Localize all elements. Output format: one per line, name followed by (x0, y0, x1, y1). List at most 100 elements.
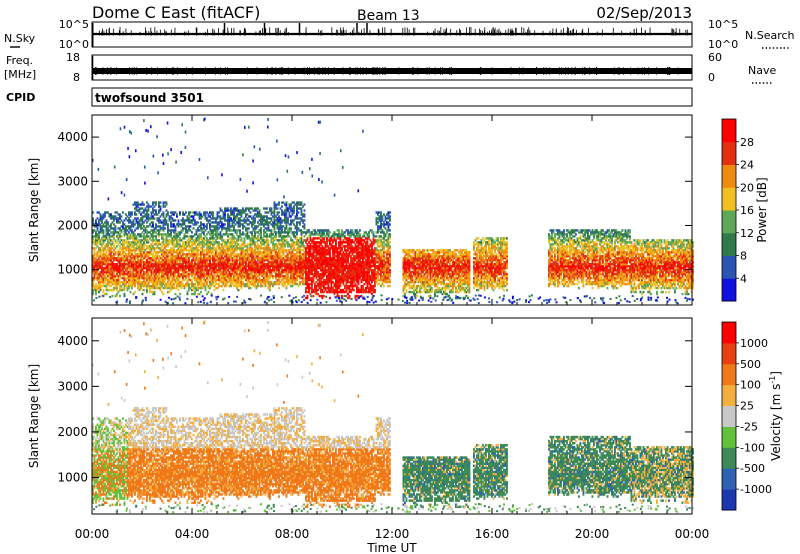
power-cell (113, 227, 115, 230)
power-cell (162, 253, 165, 256)
power-cell (162, 235, 165, 238)
power-cell (155, 247, 157, 250)
nave-label: Nave (748, 64, 776, 77)
power-cell (129, 278, 132, 282)
power-cell (132, 263, 135, 266)
power-cell (110, 276, 112, 280)
power-cell (141, 207, 144, 210)
power-cell (180, 286, 183, 290)
power-cell (93, 239, 96, 242)
power-cell (180, 265, 183, 268)
power-cell (134, 259, 136, 262)
power-cell (156, 265, 159, 268)
power-cell (110, 261, 112, 264)
power-cell (164, 259, 166, 262)
power-cell (138, 253, 141, 256)
power-cell (162, 205, 165, 208)
power-cell (165, 268, 168, 272)
power-cell (114, 263, 117, 266)
power-cell (107, 233, 109, 236)
power-cell (102, 223, 105, 226)
power-cell (152, 217, 154, 220)
power-cell (138, 209, 141, 212)
power-cell (143, 225, 145, 228)
power-cell (128, 219, 130, 222)
power-cell (173, 284, 175, 288)
power-cell (128, 278, 130, 282)
power-cell (140, 270, 142, 274)
power-cell (119, 259, 121, 262)
power-cell (143, 203, 145, 206)
power-cell (138, 288, 141, 292)
power-cell (102, 290, 105, 294)
power-cell (165, 235, 168, 238)
power-cell (102, 284, 105, 288)
power-cell (140, 257, 142, 260)
power-cell (162, 247, 165, 250)
power-cell (137, 241, 139, 244)
power-cell (152, 221, 154, 224)
power-cell (176, 235, 178, 238)
power-cell (117, 255, 120, 258)
power-cell (174, 274, 177, 278)
freq-label-line1: Freq. (6, 54, 33, 67)
power-cell (123, 251, 126, 254)
power-cell (101, 259, 103, 262)
power-cell (152, 253, 154, 256)
power-cell (135, 237, 138, 240)
power-cell (158, 272, 160, 276)
power-cell (129, 253, 132, 256)
power-cell (92, 239, 94, 242)
power-cell (125, 267, 127, 270)
power-cell (146, 274, 148, 278)
power-cell (173, 247, 175, 250)
power-cell (132, 221, 135, 224)
power-cell (179, 237, 181, 240)
power-cell (173, 223, 175, 226)
power-cell (111, 221, 114, 224)
power-cell (165, 263, 168, 266)
power-cell (143, 263, 145, 266)
power-cell (104, 225, 106, 228)
power-cell (156, 268, 159, 272)
power-cell (135, 265, 138, 268)
power-cell (126, 219, 129, 222)
power-cell (132, 247, 135, 250)
power-cell (125, 247, 127, 250)
power-cell (138, 280, 141, 284)
power-cell (170, 241, 172, 244)
power-cell (173, 243, 175, 246)
power-cell (105, 235, 108, 238)
power-cell (110, 213, 112, 216)
power-cell (131, 265, 133, 268)
power-cell (266, 207, 268, 210)
power-cell (158, 267, 160, 270)
power-cell (146, 282, 148, 286)
power-cell (123, 241, 126, 244)
power-cell (126, 272, 129, 276)
power-cell (107, 229, 109, 232)
power-cell (129, 282, 132, 286)
power-cell (152, 237, 154, 240)
power-cell (123, 276, 126, 280)
power-cell (153, 284, 156, 288)
power-cell (134, 241, 136, 244)
power-cell (110, 257, 112, 260)
power-cell (170, 251, 172, 254)
power-cell (150, 249, 153, 252)
power-cell (95, 223, 97, 226)
power-cell (128, 276, 130, 280)
power-cell (165, 251, 168, 254)
power-cell (101, 265, 103, 268)
power-cell (119, 270, 121, 274)
power-cell (147, 203, 150, 206)
power-cell (132, 282, 135, 286)
power-cell (168, 235, 171, 238)
power-cell (153, 282, 156, 286)
power-cell (126, 268, 129, 272)
power-cell (119, 233, 121, 236)
power-cell (131, 225, 133, 228)
power-cell (114, 253, 117, 256)
power-cell (143, 221, 145, 224)
power-cell (92, 229, 94, 232)
